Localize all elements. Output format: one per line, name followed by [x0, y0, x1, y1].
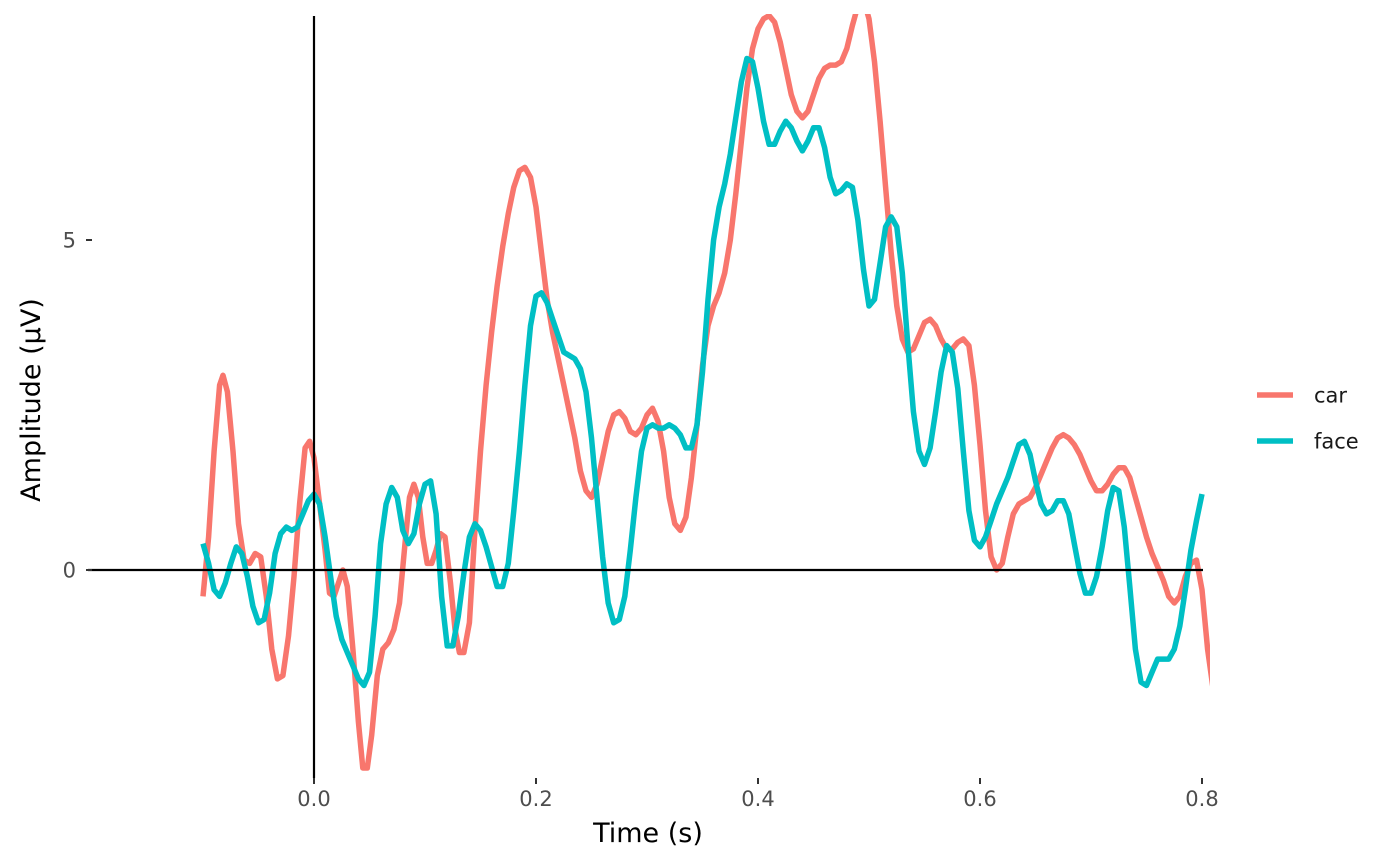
y-axis: 05 — [63, 229, 92, 583]
legend: car face — [1257, 384, 1359, 454]
series-layer — [200, 14, 1210, 771]
series-line-car — [200, 14, 1210, 771]
x-tick-label: 0.8 — [1185, 787, 1218, 811]
series-line-face — [200, 55, 1205, 689]
legend-label-face: face — [1314, 430, 1359, 454]
x-axis-title: Time (s) — [592, 818, 703, 849]
x-tick-label: 0.4 — [741, 787, 774, 811]
x-tick-label: 0.2 — [519, 787, 552, 811]
x-tick-label: 0.0 — [297, 787, 330, 811]
y-tick-label: 5 — [63, 229, 76, 253]
x-tick-label: 0.6 — [963, 787, 996, 811]
y-axis-title: Amplitude (µV) — [16, 298, 47, 502]
legend-label-car: car — [1314, 384, 1347, 408]
x-axis: 0.0 0.2 0.4 0.6 0.8 — [297, 778, 1219, 811]
y-tick-label: 0 — [63, 559, 76, 583]
